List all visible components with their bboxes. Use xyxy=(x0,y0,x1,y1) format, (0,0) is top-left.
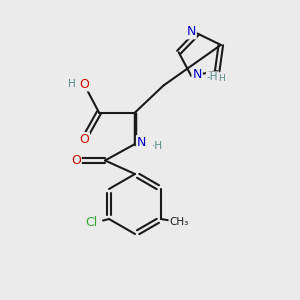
Text: H: H xyxy=(68,79,76,89)
Text: N: N xyxy=(186,25,196,38)
Text: O: O xyxy=(71,154,81,167)
Text: N: N xyxy=(137,136,146,149)
Text: O: O xyxy=(79,77,89,91)
Text: H: H xyxy=(218,74,225,83)
Text: CH₃: CH₃ xyxy=(169,217,189,227)
Text: ·H: ·H xyxy=(152,141,163,152)
Text: O: O xyxy=(79,133,89,146)
Text: N: N xyxy=(192,68,202,81)
Text: -H: -H xyxy=(207,72,218,82)
Text: Cl: Cl xyxy=(85,215,97,229)
